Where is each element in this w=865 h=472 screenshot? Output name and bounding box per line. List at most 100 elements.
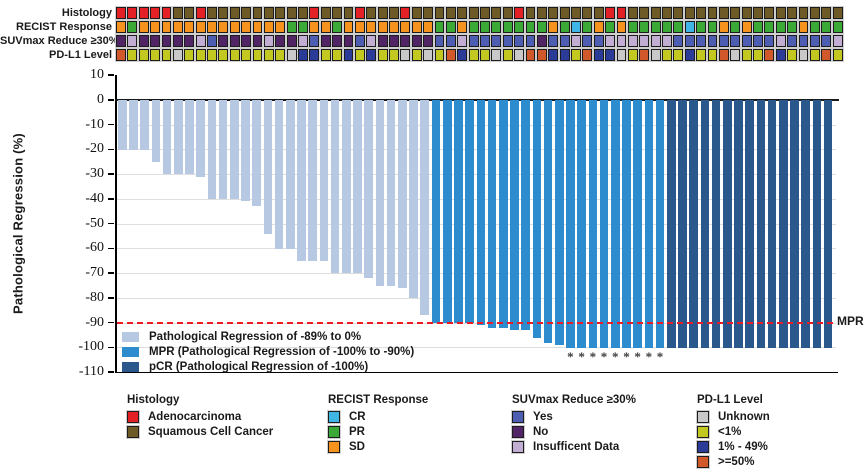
annotation-square	[832, 7, 843, 19]
waterfall-bar	[465, 100, 474, 323]
waterfall-bar	[330, 100, 340, 274]
annotation-square	[571, 21, 581, 33]
waterfall-bar	[353, 100, 362, 274]
bar-column	[308, 100, 318, 360]
annotation-square	[241, 35, 252, 47]
annotation-square	[730, 7, 741, 19]
track-row-recist: RECIST Response	[0, 21, 865, 33]
bar-column	[666, 100, 676, 360]
annotation-square	[275, 7, 286, 19]
annotation-square	[172, 7, 183, 19]
annotation-square	[525, 7, 536, 19]
annotation-square	[275, 35, 286, 47]
legend-item: Adenocarcinoma	[127, 409, 273, 424]
annotation-square	[400, 7, 411, 19]
annotation-square	[673, 49, 684, 61]
annotation-square	[593, 21, 604, 33]
annotation-square	[798, 7, 809, 19]
annotation-square	[138, 49, 149, 61]
waterfall-bar	[398, 100, 407, 289]
annotation-square	[753, 21, 763, 33]
annotation-square	[821, 35, 832, 47]
annotation-square	[457, 35, 468, 47]
waterfall-bar	[386, 100, 396, 286]
annotation-square	[639, 7, 650, 19]
bar-column	[196, 100, 206, 360]
y-tick-label: -80	[85, 289, 104, 305]
annotation-square	[184, 49, 195, 61]
legend-swatch	[328, 425, 340, 438]
waterfall-bar	[633, 100, 642, 348]
annotation-square	[480, 35, 490, 47]
legend-item: No	[512, 424, 636, 439]
annotation-square	[241, 21, 252, 33]
annotation-square	[684, 49, 695, 61]
legend-swatch	[697, 425, 709, 438]
legend-item: SD	[328, 439, 428, 454]
annotation-square	[753, 35, 763, 47]
annotation-square	[423, 35, 434, 47]
bar-column	[207, 100, 217, 360]
bar-column	[554, 100, 564, 360]
annotation-square	[377, 7, 388, 19]
annotation-square	[627, 49, 638, 61]
legend-item: Yes	[512, 409, 636, 424]
annotation-square	[263, 7, 274, 19]
annotation-square	[650, 21, 661, 33]
annotation-square	[218, 7, 229, 19]
annotation-square	[593, 7, 604, 19]
annotation-tracks: Histology RECIST Response SUVmax Reduce ≥3…	[0, 7, 865, 63]
waterfall-bar	[319, 100, 329, 261]
annotation-square	[753, 7, 763, 19]
annotation-square	[662, 35, 672, 47]
annotation-square	[434, 21, 445, 33]
annotation-square	[172, 21, 183, 33]
bar-column	[442, 100, 452, 360]
waterfall-bar	[129, 100, 138, 150]
waterfall-bar	[409, 100, 418, 298]
annotation-square	[718, 35, 729, 47]
bar-column	[174, 100, 183, 360]
annotation-square	[389, 35, 399, 47]
bar-column	[431, 100, 441, 360]
y-tick-mark	[108, 371, 114, 373]
waterfall-bar	[487, 100, 497, 328]
annotation-square	[411, 49, 422, 61]
legend-item-label: Unknown	[718, 410, 770, 423]
annotation-square	[377, 21, 388, 33]
annotation-square	[627, 35, 638, 47]
waterfall-bar	[274, 100, 284, 249]
annotation-square	[218, 35, 229, 47]
annotation-square	[366, 35, 377, 47]
mpr-threshold-line	[117, 321, 833, 324]
annotation-square	[241, 49, 252, 61]
bar-column	[319, 100, 329, 360]
annotation-square	[741, 35, 752, 47]
annotation-square	[707, 21, 718, 33]
bar-column	[420, 100, 430, 360]
waterfall-bar	[588, 100, 598, 348]
waterfall-bar	[241, 100, 250, 202]
annotation-square	[741, 21, 752, 33]
waterfall-bar	[689, 100, 698, 348]
annotation-square	[821, 7, 832, 19]
annotation-square	[468, 35, 479, 47]
waterfall-bars: * * * * * * * * *	[118, 100, 833, 364]
bar-column	[252, 100, 262, 360]
annotation-square	[798, 21, 809, 33]
annotation-square	[775, 35, 786, 47]
annotation-square	[809, 21, 820, 33]
y-tick-mark	[108, 346, 114, 348]
waterfall-bar	[308, 100, 318, 261]
y-tick-mark	[108, 74, 114, 76]
annotation-square	[809, 7, 820, 19]
annotation-square	[445, 21, 456, 33]
legend-group: PD-L1 Level Unknown <1% 1% - 49% >=50%	[697, 394, 770, 469]
bar-column	[722, 100, 732, 360]
annotation-square	[252, 49, 263, 61]
annotation-square	[434, 49, 445, 61]
annotation-square	[548, 35, 559, 47]
waterfall-bar	[801, 100, 810, 348]
annotation-square	[787, 35, 798, 47]
annotation-square	[639, 35, 650, 47]
